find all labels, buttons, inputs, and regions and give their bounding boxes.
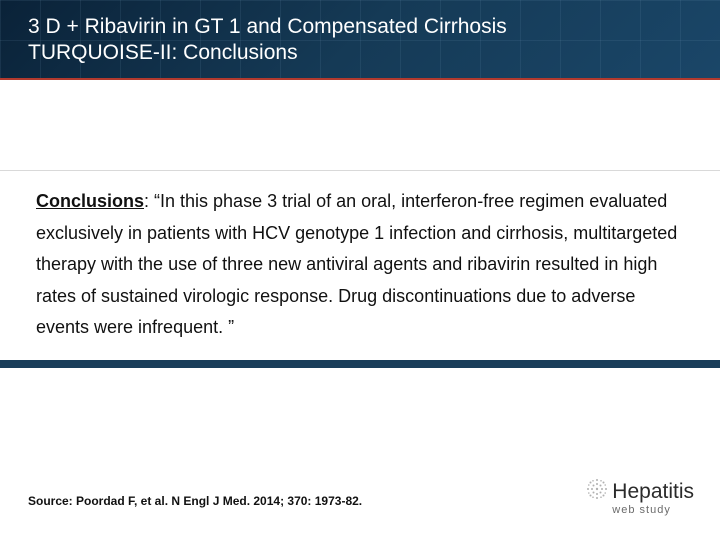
source-citation: Source: Poordad F, et al. N Engl J Med. … — [28, 494, 362, 508]
body-top-rule — [0, 170, 720, 171]
conclusions-label: Conclusions — [36, 191, 144, 211]
body-bottom-rule — [0, 360, 720, 368]
logo-subtext: web study — [612, 504, 694, 516]
header-underline — [0, 78, 720, 80]
slide-title: 3 D + Ribavirin in GT 1 and Compensated … — [28, 14, 700, 67]
title-line-2: TURQUOISE-II: Conclusions — [28, 40, 700, 66]
title-line-1: 3 D + Ribavirin in GT 1 and Compensated … — [28, 14, 700, 40]
conclusions-text: : “In this phase 3 trial of an oral, int… — [36, 191, 677, 337]
slide: 3 D + Ribavirin in GT 1 and Compensated … — [0, 0, 720, 540]
brand-logo: Hepatitis web study — [586, 478, 694, 516]
logo-text: Hepatitis — [612, 481, 694, 502]
globe-dots-icon — [586, 478, 608, 500]
conclusions-block: Conclusions: “In this phase 3 trial of a… — [36, 186, 684, 344]
header-band: 3 D + Ribavirin in GT 1 and Compensated … — [0, 0, 720, 78]
logo-row: Hepatitis — [586, 478, 694, 502]
